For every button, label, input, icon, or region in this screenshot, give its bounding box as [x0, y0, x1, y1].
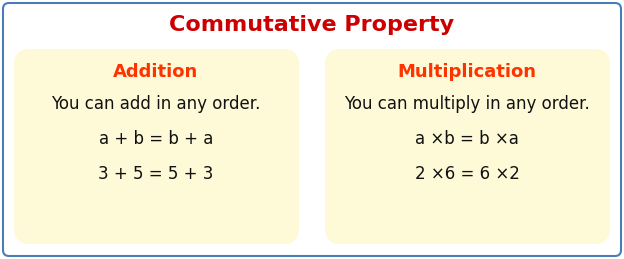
Text: You can add in any order.: You can add in any order. [51, 95, 261, 113]
Text: You can multiply in any order.: You can multiply in any order. [344, 95, 590, 113]
Text: 3 + 5 = 5 + 3: 3 + 5 = 5 + 3 [99, 165, 213, 183]
Text: 2 ×6 = 6 ×2: 2 ×6 = 6 ×2 [414, 165, 519, 183]
FancyBboxPatch shape [325, 49, 610, 244]
Text: a + b = b + a: a + b = b + a [99, 130, 213, 148]
Text: Multiplication: Multiplication [397, 63, 537, 81]
Text: Addition: Addition [114, 63, 198, 81]
FancyBboxPatch shape [3, 3, 621, 256]
Text: a ×b = b ×a: a ×b = b ×a [415, 130, 519, 148]
FancyBboxPatch shape [14, 49, 299, 244]
Text: Commutative Property: Commutative Property [170, 15, 454, 35]
